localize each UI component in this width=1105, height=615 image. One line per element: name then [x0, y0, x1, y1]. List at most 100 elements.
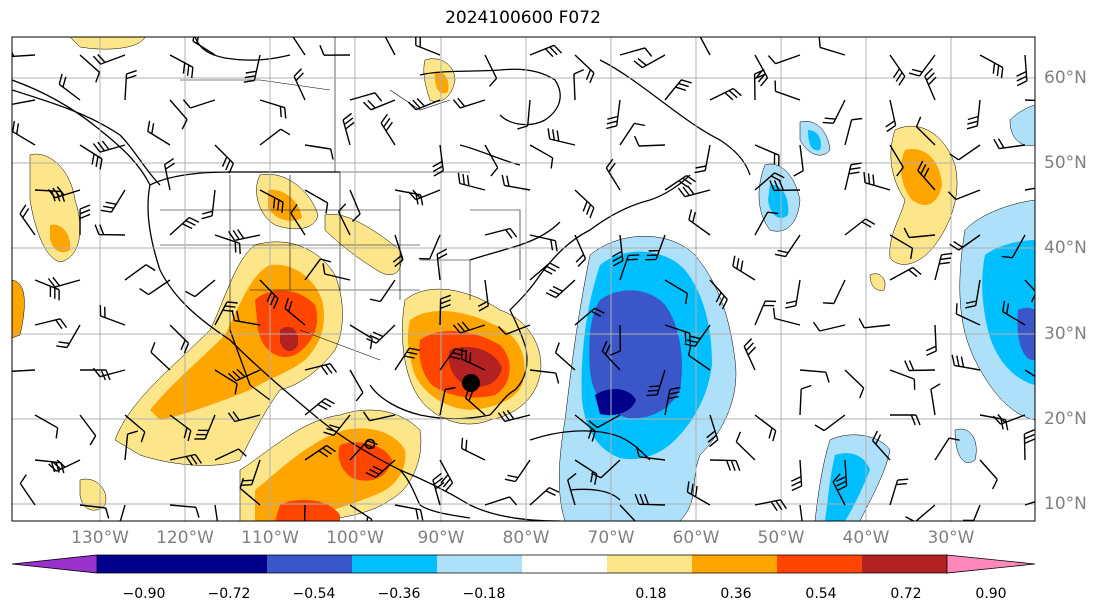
wind-barb	[619, 254, 640, 281]
wind-barb	[601, 340, 621, 371]
wind-barb	[955, 303, 981, 326]
wind-barb	[439, 348, 466, 371]
wind-barb	[664, 324, 691, 344]
wind-barb	[214, 301, 238, 326]
wind-barb	[259, 99, 287, 119]
wind-barb	[686, 481, 711, 506]
wind-barb	[633, 54, 666, 69]
wind-barb	[903, 227, 936, 239]
wind-barb	[574, 189, 595, 219]
wind-barb	[319, 45, 351, 56]
wind-barb	[369, 279, 396, 303]
wind-barb	[124, 69, 137, 101]
lon-label: 60°W	[672, 528, 720, 548]
wind-barb	[452, 97, 486, 109]
wind-barb	[591, 459, 621, 479]
wind-barb	[94, 224, 126, 236]
wind-barb	[185, 279, 216, 298]
wind-barb	[664, 79, 692, 101]
wind-barb	[290, 203, 306, 236]
wind-barb	[709, 459, 741, 471]
wind-barb	[529, 234, 558, 252]
wind-barb	[753, 69, 765, 101]
wind-barb	[889, 234, 914, 260]
wind-barb	[934, 437, 960, 461]
wind-barb	[169, 99, 188, 130]
wind-barb	[100, 189, 126, 213]
wind-barb	[79, 54, 101, 83]
wind-barb	[799, 369, 830, 383]
wind-barb	[934, 252, 953, 281]
wind-barb	[965, 279, 981, 309]
wind-barb	[1002, 300, 1026, 326]
wind-barb	[619, 122, 646, 146]
storm-center-open-marker	[364, 438, 376, 450]
wind-barb	[904, 360, 936, 372]
wind-barb	[169, 54, 194, 79]
wind-barb	[12, 99, 36, 106]
wind-barb	[767, 54, 801, 65]
wind-barb	[169, 216, 200, 236]
wind-barb	[169, 504, 200, 518]
wind-barb	[392, 234, 404, 268]
wind-barb	[743, 338, 757, 371]
negative-anomaly-east-atlantic	[954, 104, 1035, 463]
positive-anomaly-central-america	[79, 409, 422, 521]
lat-label: 20°N	[1044, 409, 1087, 429]
colorbar-tick-label: −0.72	[207, 586, 251, 602]
wind-barb	[735, 431, 756, 461]
wind-barb	[304, 444, 336, 461]
wind-barb	[754, 499, 787, 512]
map-frame-content	[12, 37, 1035, 521]
wind-barb	[452, 321, 486, 334]
wind-barb	[517, 99, 531, 130]
wind-barb	[814, 414, 846, 432]
colorbar-swatch	[522, 555, 607, 573]
wind-barb	[439, 459, 454, 492]
colorbar-swatch	[607, 555, 692, 573]
political-borders	[150, 37, 521, 361]
colorbar-swatch	[777, 555, 862, 573]
wind-barb	[754, 300, 777, 326]
colorbar-swatch	[182, 555, 267, 573]
wind-barb	[646, 369, 666, 397]
wind-barb	[124, 414, 146, 443]
wind-barb	[979, 459, 998, 490]
wind-barb	[863, 171, 891, 191]
wind-barb	[124, 264, 156, 281]
wind-barb	[634, 493, 666, 506]
wind-barb	[818, 37, 846, 56]
wind-barb	[192, 37, 216, 56]
wind-barb	[684, 324, 711, 347]
wind-barb	[664, 279, 688, 305]
wind-barb	[323, 414, 351, 436]
wind-barb	[754, 211, 779, 236]
lon-label: 110°W	[241, 528, 299, 548]
wind-barb	[169, 453, 202, 466]
wind-barb	[460, 348, 486, 371]
wind-barb	[34, 279, 60, 301]
wind-barb	[477, 279, 489, 312]
wind-barb	[12, 369, 36, 372]
colorbar-tick-label: −0.36	[377, 586, 421, 602]
wind-barb	[113, 504, 126, 521]
wind-barb	[182, 99, 216, 109]
wind-barb	[844, 162, 862, 191]
wind-barb	[194, 414, 216, 440]
wind-barb	[201, 189, 216, 220]
wind-barb	[889, 54, 906, 86]
wind-barb	[785, 279, 801, 309]
map-border	[11, 36, 1036, 522]
wind-barb	[1023, 429, 1035, 461]
colorbar-swatch-min	[11, 554, 98, 574]
wind-barb	[349, 324, 373, 350]
wind-barb	[366, 324, 396, 344]
wind-barb	[461, 437, 486, 461]
wind-barb	[885, 99, 897, 133]
wind-barb	[1024, 187, 1035, 191]
wind-barb	[436, 248, 448, 281]
wind-barb	[769, 180, 801, 192]
wind-barb	[169, 414, 192, 442]
wind-barb	[529, 44, 563, 58]
colorbar-tick-label: 0.36	[720, 586, 752, 602]
